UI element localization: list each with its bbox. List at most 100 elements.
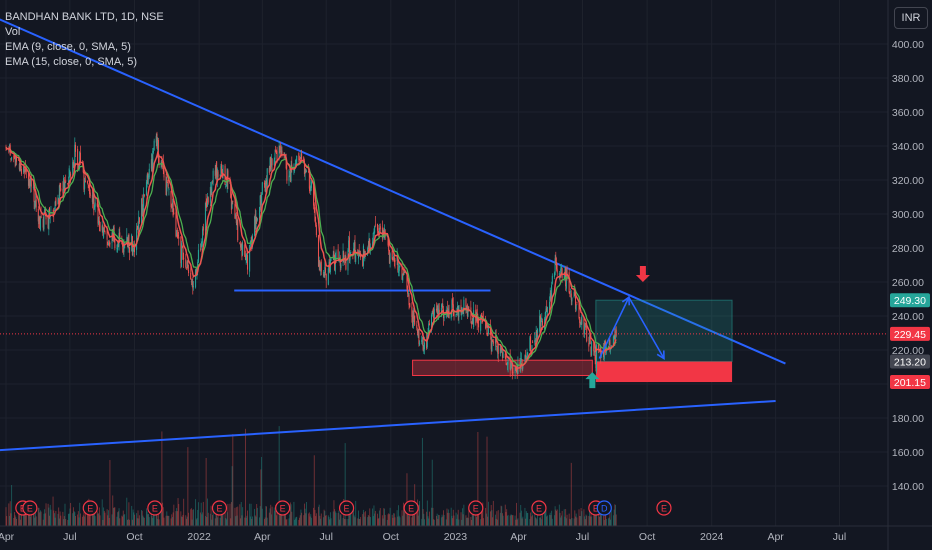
volume-bar xyxy=(347,518,349,526)
candle-body xyxy=(278,145,280,159)
volume-bar xyxy=(471,509,473,526)
indicator-vol[interactable]: Vol xyxy=(5,26,21,38)
candle-body xyxy=(534,342,536,345)
candle-body xyxy=(507,356,509,365)
volume-bar xyxy=(544,513,546,526)
candle-body xyxy=(343,259,345,261)
volume-bar xyxy=(407,514,409,526)
candle-body xyxy=(284,156,286,157)
candle-body xyxy=(310,187,312,192)
candle-body xyxy=(5,146,7,149)
volume-bar xyxy=(325,515,327,526)
candle-body xyxy=(29,175,31,187)
volume-bar xyxy=(334,511,336,526)
volume-bar xyxy=(480,511,482,526)
earnings-marker-label: E xyxy=(152,504,158,514)
candle-body xyxy=(289,171,291,173)
x-tick-label: Apr xyxy=(510,531,527,543)
candle-body xyxy=(93,205,95,209)
volume-bar xyxy=(216,517,218,526)
candle-body xyxy=(23,167,25,174)
volume-bar xyxy=(372,508,373,526)
volume-bar xyxy=(232,434,234,526)
volume-bar xyxy=(352,512,354,526)
volume-bar xyxy=(173,504,175,526)
candle-body xyxy=(580,320,582,325)
volume-bar xyxy=(363,512,365,526)
x-tick-label: Jul xyxy=(319,531,332,543)
volume-bar xyxy=(94,513,95,526)
volume-bar xyxy=(424,519,425,526)
volume-bar xyxy=(333,500,335,526)
indicator-ema-15[interactable]: EMA (15, close, 0, SMA, 5) xyxy=(5,56,138,68)
candle-body xyxy=(515,367,517,370)
earnings-marker: E xyxy=(147,500,163,516)
candle-body xyxy=(67,183,69,185)
volume-bar xyxy=(466,517,468,526)
candle-body xyxy=(45,212,47,220)
volume-bar xyxy=(286,519,288,526)
volume-bar xyxy=(357,518,359,526)
earnings-marker-circle xyxy=(403,500,419,516)
volume-bar xyxy=(322,517,324,526)
candle-body xyxy=(291,164,293,169)
volume-bar xyxy=(123,514,125,526)
candle-body xyxy=(78,166,80,168)
currency-button[interactable]: INR xyxy=(894,7,928,29)
volume-bar xyxy=(485,507,487,526)
candle-body xyxy=(64,182,66,192)
volume-bar xyxy=(268,512,270,526)
candle-body xyxy=(240,243,242,248)
candle-body xyxy=(104,231,106,233)
volume-bar xyxy=(72,507,74,526)
candle-body xyxy=(305,169,307,172)
volume-bar xyxy=(230,502,232,526)
candle-body xyxy=(589,335,591,344)
volume-bar xyxy=(119,518,121,526)
volume-bar xyxy=(104,512,106,526)
symbol-title[interactable]: BANDHAN BANK LTD, 1D, NSE xyxy=(5,11,164,23)
volume-bar xyxy=(581,511,583,526)
volume-bar xyxy=(358,510,359,526)
volume-bar xyxy=(138,515,140,526)
candle-body xyxy=(254,214,256,230)
volume-bar xyxy=(254,515,256,526)
candle-body xyxy=(299,158,301,160)
volume-bar xyxy=(485,513,487,526)
volume-bar xyxy=(428,511,430,526)
candle-body xyxy=(510,366,512,368)
candle-body xyxy=(525,356,527,359)
candle-body xyxy=(524,355,526,363)
candle-body xyxy=(615,329,617,336)
candle-body xyxy=(408,295,410,306)
candle-body xyxy=(435,308,437,311)
candle-body xyxy=(532,341,534,343)
candle-body xyxy=(13,156,15,158)
candle-body xyxy=(37,208,39,222)
volume-bar xyxy=(367,517,369,526)
volume-bar xyxy=(494,514,496,526)
volume-bar xyxy=(483,518,484,526)
volume-bar xyxy=(402,515,404,526)
candle-body xyxy=(150,159,152,169)
candle-body xyxy=(473,310,475,328)
candle-body xyxy=(537,328,539,338)
volume-bar xyxy=(394,517,396,526)
candle-body xyxy=(309,187,311,191)
candle-body xyxy=(584,324,586,326)
volume-bar xyxy=(126,497,128,526)
candle-body xyxy=(358,252,360,259)
volume-bar xyxy=(505,512,507,526)
volume-bar xyxy=(30,516,32,526)
candle-body xyxy=(138,216,140,229)
indicator-ema-9[interactable]: EMA (9, close, 0, SMA, 5) xyxy=(5,41,131,53)
y-tick-label: 220.00 xyxy=(892,345,924,357)
volume-bar xyxy=(91,510,93,526)
candle-body xyxy=(416,329,418,336)
volume-bar xyxy=(261,456,263,526)
candle-body xyxy=(539,315,541,332)
volume-bar xyxy=(450,507,452,526)
candle-body xyxy=(77,149,79,166)
volume-bar xyxy=(519,512,521,526)
